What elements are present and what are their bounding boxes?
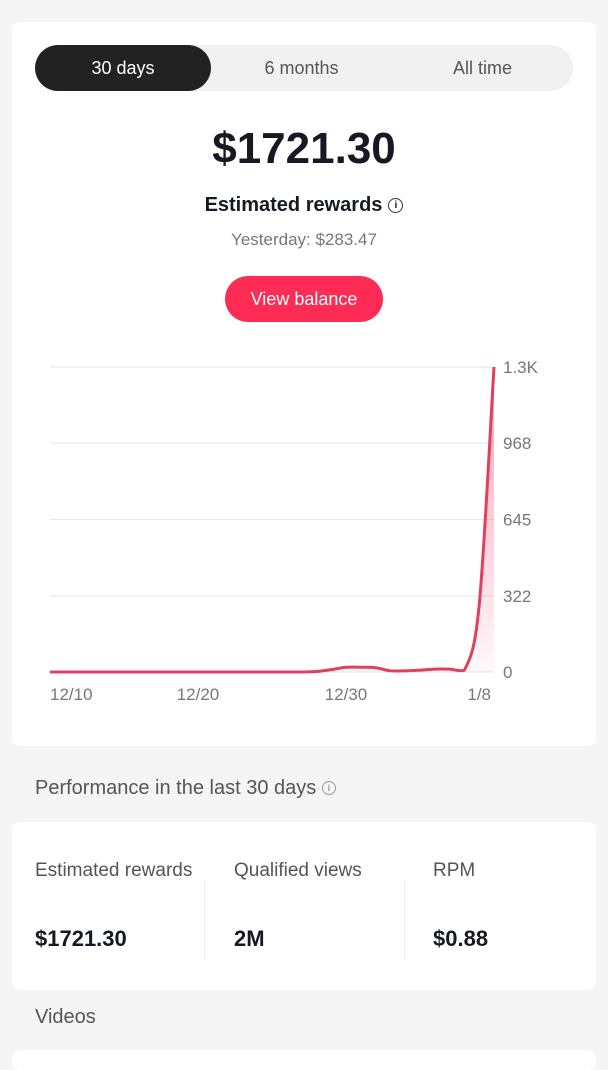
metric-estimated-rewards: Estimated rewards $1721.30 bbox=[35, 858, 205, 952]
view-balance-button[interactable]: View balance bbox=[225, 276, 383, 322]
info-icon[interactable]: i bbox=[321, 781, 336, 795]
x-tick-label: 12/20 bbox=[177, 685, 220, 704]
divider bbox=[204, 880, 205, 960]
divider bbox=[404, 880, 405, 960]
y-tick-label: 0 bbox=[503, 663, 512, 682]
rewards-label-row: Estimated rewards i bbox=[12, 194, 596, 217]
metric-label: Estimated rewards bbox=[35, 860, 193, 881]
metric-qualified-views: Qualified views 2M bbox=[234, 858, 404, 952]
x-tick-label: 1/8 bbox=[467, 685, 491, 704]
metric-value: 2M bbox=[234, 926, 265, 951]
performance-card: Estimated rewards $1721.30 Qualified view… bbox=[12, 822, 596, 990]
metric-value: $1721.30 bbox=[35, 926, 127, 951]
tab-6-months[interactable]: 6 months bbox=[264, 57, 339, 78]
performance-heading-row: Performance in the last 30 days i bbox=[35, 777, 336, 800]
y-tick-label: 645 bbox=[503, 511, 531, 530]
rewards-amount: $1721.30 bbox=[212, 124, 396, 173]
metric-value: $0.88 bbox=[433, 926, 489, 951]
rewards-card: 30 days 6 months All time $1721.30 Estim… bbox=[12, 22, 596, 746]
tab-all-time[interactable]: All time bbox=[452, 57, 512, 78]
yesterday-rewards: Yesterday: $283.47 bbox=[231, 230, 377, 249]
metric-label: RPM bbox=[433, 860, 476, 881]
y-tick-label: 1.3K bbox=[503, 358, 539, 377]
tab-30-days[interactable]: 30 days bbox=[35, 45, 211, 91]
metric-label: Qualified views bbox=[234, 860, 362, 881]
x-tick-label: 12/10 bbox=[50, 685, 93, 704]
rewards-chart: 0 322 645 968 1.3K 12/10 12/20 12/30 1/8 bbox=[49, 358, 539, 704]
period-selector: 30 days 6 months All time bbox=[35, 45, 573, 91]
rewards-label: Estimated rewards bbox=[204, 194, 383, 216]
chart-line bbox=[49, 366, 496, 674]
performance-heading: Performance in the last 30 days bbox=[35, 777, 317, 799]
x-tick-label: 12/30 bbox=[325, 685, 368, 704]
y-tick-label: 322 bbox=[503, 587, 531, 606]
metric-rpm: RPM $0.88 bbox=[433, 858, 603, 952]
info-icon[interactable]: i bbox=[388, 198, 404, 213]
videos-heading: Videos bbox=[35, 1006, 96, 1028]
y-tick-label: 968 bbox=[503, 434, 531, 453]
videos-card bbox=[12, 1050, 596, 1070]
